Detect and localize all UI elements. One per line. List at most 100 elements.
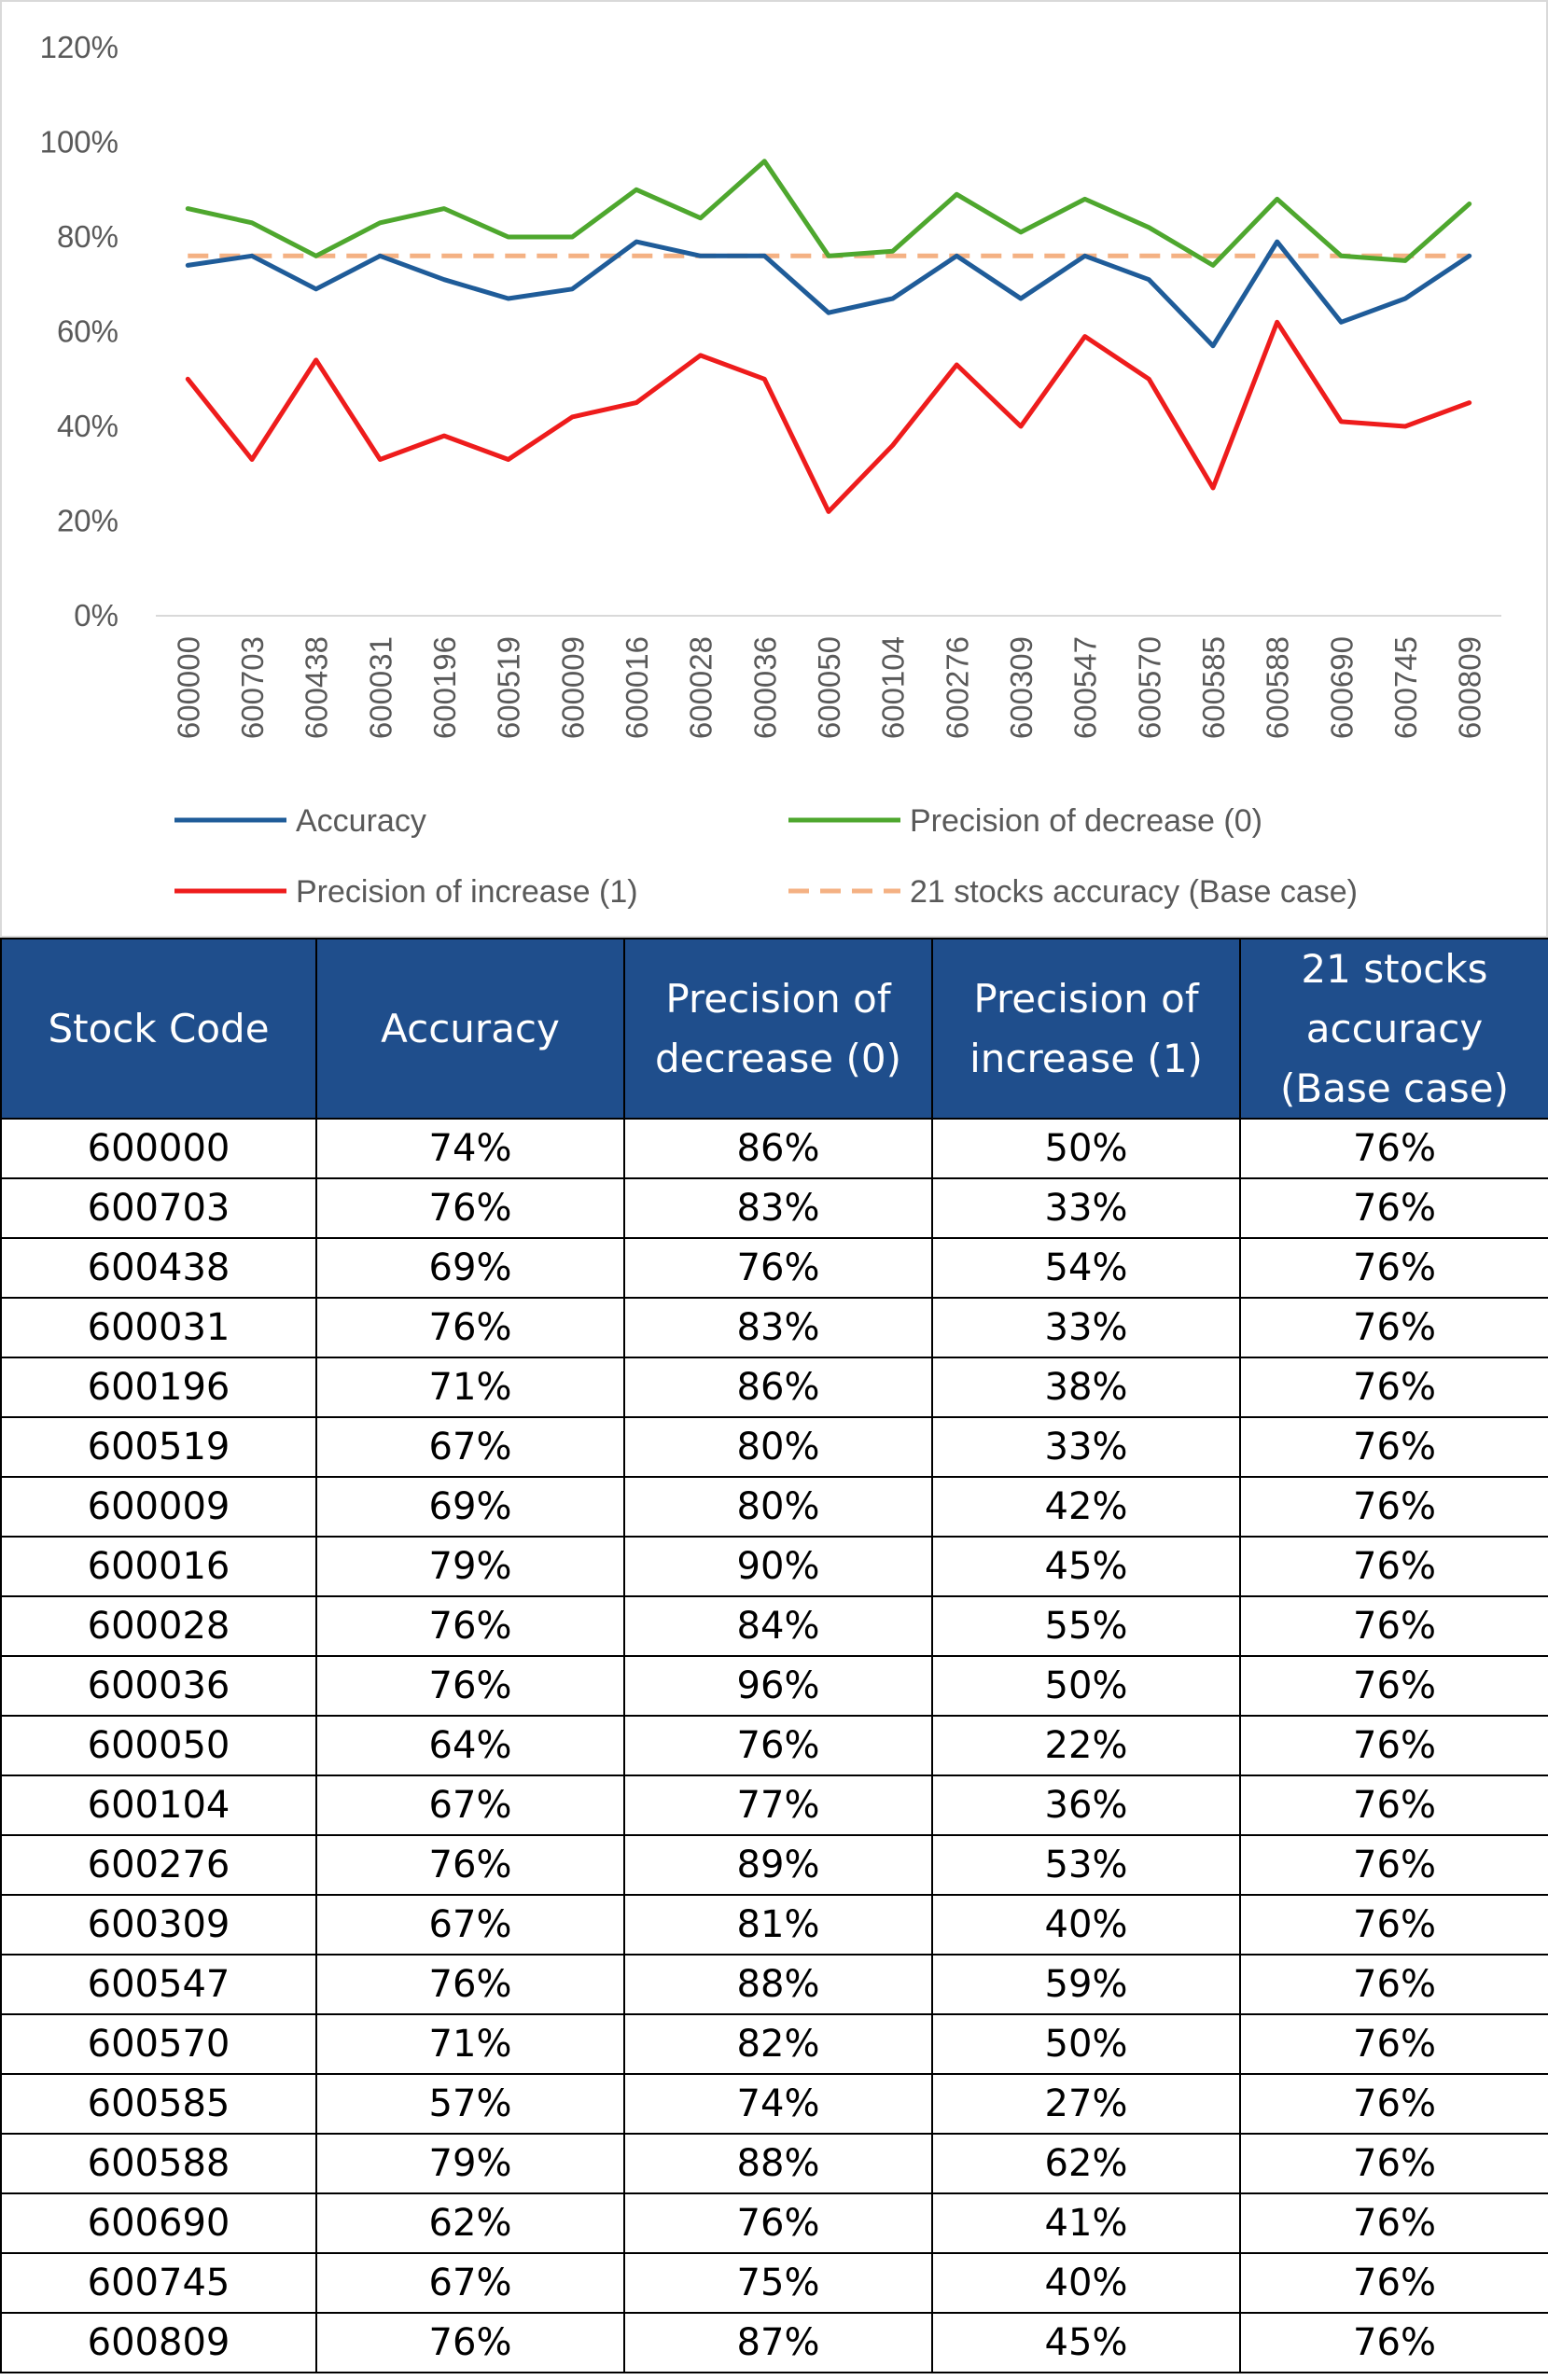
table-cell: 76% (1239, 2252, 1548, 2315)
table-cell: 83% (623, 1177, 933, 1240)
table-cell: 600104 (0, 1775, 317, 1837)
table-cell: 69% (315, 1476, 625, 1538)
table-cell: 76% (1239, 1357, 1548, 1419)
x-tick-label: 600196 (427, 636, 462, 739)
table-row: 600570 71% 82% 50% 76% (0, 2013, 1548, 2076)
table-cell: 600438 (0, 1237, 317, 1300)
table-cell: 67% (315, 1775, 625, 1837)
y-tick-label: 20% (57, 504, 119, 538)
table-cell: 600000 (0, 1118, 317, 1180)
table-header-cell: Precision of increase (1) (931, 937, 1241, 1120)
table-cell: 600519 (0, 1416, 317, 1479)
table-row: 600028 76% 84% 55% 76% (0, 1595, 1548, 1658)
table-cell: 76% (1239, 2133, 1548, 2195)
table-cell: 600309 (0, 1894, 317, 1956)
table-cell: 84% (623, 1595, 933, 1658)
x-tick-label: 600547 (1068, 636, 1103, 739)
x-tick-label: 600009 (555, 636, 590, 739)
table-cell: 69% (315, 1237, 625, 1300)
table-cell: 86% (623, 1357, 933, 1419)
table-row: 600745 67% 75% 40% 76% (0, 2252, 1548, 2315)
table-cell: 76% (1239, 1655, 1548, 1718)
table-cell: 600036 (0, 1655, 317, 1718)
table-cell: 600809 (0, 2312, 317, 2374)
table-header-cell: Precision of decrease (0) (623, 937, 933, 1120)
table-cell: 76% (1239, 1834, 1548, 1897)
x-tick-label: 600000 (171, 636, 205, 739)
table-cell: 600050 (0, 1715, 317, 1777)
table-row: 600196 71% 86% 38% 76% (0, 1357, 1548, 1419)
y-tick-label: 100% (40, 125, 119, 160)
x-tick-label: 600585 (1196, 636, 1231, 739)
table-cell: 76% (1239, 2312, 1548, 2374)
table-cell: 76% (1239, 1237, 1548, 1300)
x-tick-label: 600690 (1324, 636, 1359, 739)
table-cell: 38% (931, 1357, 1241, 1419)
table-header-row: Stock Code Accuracy Precision of decrease … (0, 937, 1548, 1120)
table-row: 600050 64% 76% 22% 76% (0, 1715, 1548, 1777)
table-cell: 600028 (0, 1595, 317, 1658)
table-cell: 76% (1239, 1954, 1548, 2016)
table-cell: 62% (931, 2133, 1241, 2195)
legend: Accuracy Precision of decrease (0) Precisi… (174, 803, 1358, 910)
x-tick-label: 600050 (812, 636, 846, 739)
table-row: 600703 76% 83% 33% 76% (0, 1177, 1548, 1240)
table-row: 600809 76% 87% 45% 76% (0, 2312, 1548, 2374)
x-tick-label: 600438 (300, 636, 334, 739)
table-body: 600000 74% 86% 50% 76% 600703 76% 83% 33% 76% 6004… (0, 1118, 1548, 2374)
table-cell: 80% (623, 1416, 933, 1479)
x-tick-label: 600519 (492, 636, 526, 739)
table-row: 600031 76% 83% 33% 76% (0, 1297, 1548, 1359)
table-cell: 82% (623, 2013, 933, 2076)
table-cell: 50% (931, 1118, 1241, 1180)
table-cell: 22% (931, 1715, 1241, 1777)
table-row: 600309 67% 81% 40% 76% (0, 1894, 1548, 1956)
table-cell: 53% (931, 1834, 1241, 1897)
table-row: 600009 69% 80% 42% 76% (0, 1476, 1548, 1538)
y-tick-label: 80% (57, 219, 119, 254)
table-cell: 89% (623, 1834, 933, 1897)
series-line-2 (185, 319, 1472, 514)
x-tick-label: 600745 (1388, 636, 1423, 739)
table-cell: 76% (1239, 1476, 1548, 1538)
x-tick-label: 600104 (876, 636, 911, 739)
table-cell: 76% (1239, 2192, 1548, 2255)
table-cell: 71% (315, 1357, 625, 1419)
line-chart: 0% 20% 40% 60% 80% 100% 120% 600000 600703 60043… (40, 30, 1501, 910)
table-row: 600585 57% 74% 27% 76% (0, 2073, 1548, 2136)
x-tick-label: 600703 (235, 636, 270, 739)
table-cell: 54% (931, 1237, 1241, 1300)
x-tick-label: 600809 (1453, 636, 1487, 739)
table-cell: 76% (1239, 1536, 1548, 1598)
table-cell: 40% (931, 2252, 1241, 2315)
table-cell: 76% (623, 1237, 933, 1300)
x-tick-label: 600016 (620, 636, 654, 739)
table-cell: 76% (1239, 1177, 1548, 1240)
table-cell: 36% (931, 1775, 1241, 1837)
table-cell: 76% (1239, 1118, 1548, 1180)
series-lines (185, 159, 1472, 514)
x-tick-label: 600028 (684, 636, 718, 739)
table-row: 600276 76% 89% 53% 76% (0, 1834, 1548, 1897)
chart-panel: 0% 20% 40% 60% 80% 100% 120% 600000 600703 60043… (0, 0, 1548, 938)
table-cell: 33% (931, 1297, 1241, 1359)
table-cell: 600570 (0, 2013, 317, 2076)
table-cell: 76% (315, 1177, 625, 1240)
table-cell: 88% (623, 1954, 933, 2016)
table-cell: 27% (931, 2073, 1241, 2136)
table-cell: 76% (1239, 1297, 1548, 1359)
table-cell: 76% (315, 2312, 625, 2374)
table-cell: 33% (931, 1177, 1241, 1240)
table-cell: 55% (931, 1595, 1241, 1658)
x-tick-label: 600031 (363, 636, 397, 739)
table-cell: 76% (315, 1834, 625, 1897)
table-cell: 74% (623, 2073, 933, 2136)
x-tick-labels: 600000 600703 600438 600031 600196 600519 6000… (171, 636, 1486, 739)
table-cell: 67% (315, 2252, 625, 2315)
table-cell: 64% (315, 1715, 625, 1777)
table-header-cell: 21 stocks accuracy (Base case) (1239, 937, 1548, 1120)
legend-label-2: Precision of increase (1) (296, 874, 638, 910)
x-tick-label: 600570 (1132, 636, 1166, 739)
y-tick-label: 0% (74, 598, 119, 633)
table-row: 600547 76% 88% 59% 76% (0, 1954, 1548, 2016)
